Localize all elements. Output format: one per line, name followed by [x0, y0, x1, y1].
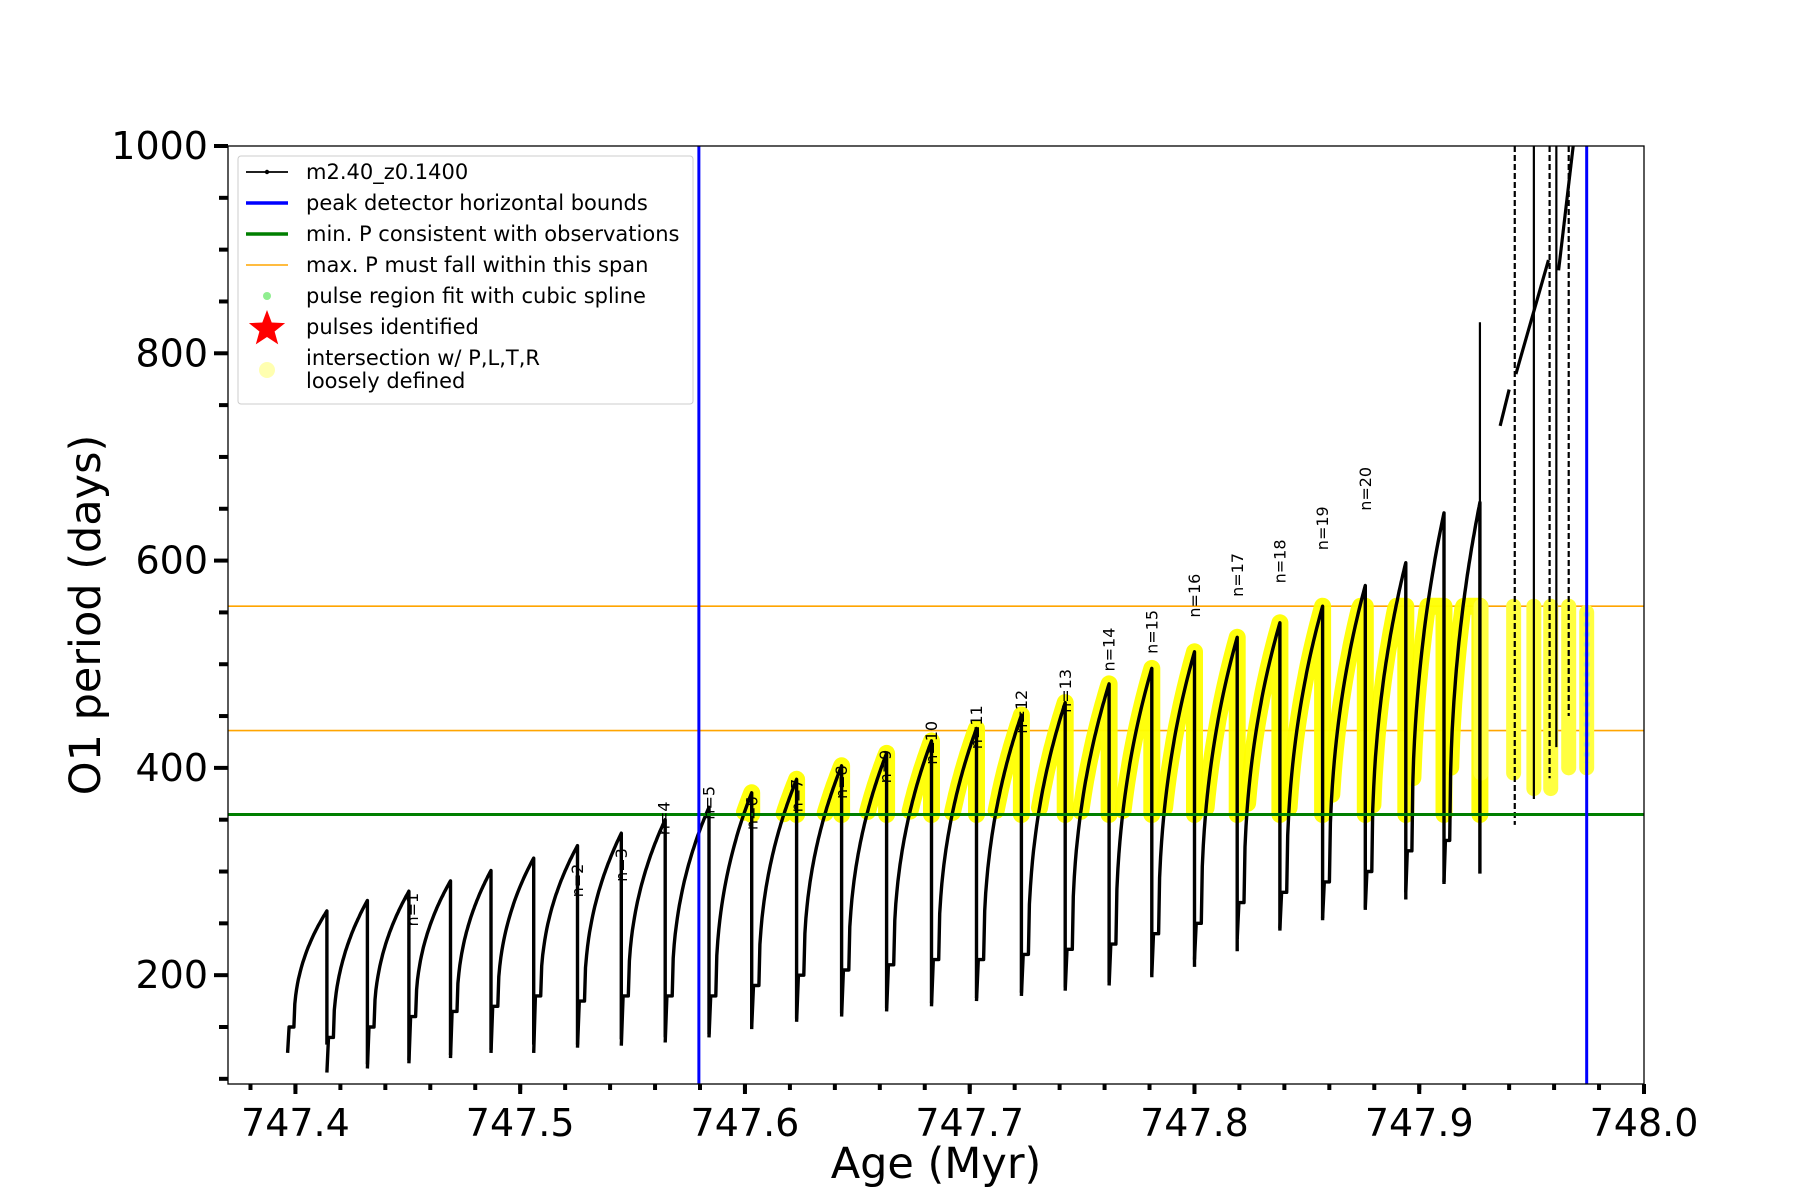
model-cycle-25 — [1363, 561, 1408, 908]
late-segment-0 — [1498, 389, 1511, 427]
model-cycle-5 — [489, 856, 536, 1053]
model-cycle-0 — [285, 909, 329, 1053]
model-cycle-12 — [794, 764, 844, 1022]
model-cycle-2 — [365, 889, 411, 1069]
model-cycle-4 — [448, 868, 493, 1059]
model-cycle-8 — [619, 818, 667, 1046]
model-cycle-1 — [325, 898, 370, 1073]
cycle-label-8: n=8 — [832, 765, 851, 799]
cycle-label-2: n=2 — [568, 864, 587, 898]
model-cycle-7 — [575, 831, 623, 1048]
model-cycle-19 — [1107, 666, 1154, 986]
cycle-label-17: n=17 — [1228, 553, 1247, 597]
model-cycle-3 — [407, 879, 453, 1064]
cycle-label-3: n=3 — [612, 848, 631, 882]
legend-swatch-model-marker — [264, 169, 270, 175]
cycle-label-1: n=1 — [403, 893, 422, 927]
cycle-label-12: n=12 — [1012, 690, 1031, 734]
model-cycle-26 — [1404, 511, 1446, 893]
model-cycle-14 — [884, 739, 934, 1012]
legend-swatch-4 — [263, 292, 271, 300]
x-tick-label-1: 747.5 — [466, 1101, 575, 1145]
x-tick-label-2: 747.6 — [691, 1101, 800, 1145]
cycle-label-15: n=15 — [1142, 610, 1161, 654]
model-cycle-9 — [663, 805, 711, 1043]
legend-label-5: pulses identified — [306, 315, 479, 339]
y-tick-label-2: 600 — [135, 539, 208, 583]
cycle-label-10: n=10 — [922, 721, 941, 765]
legend-label-1: peak detector horizontal bounds — [306, 191, 648, 215]
y-axis-label: O1 period (days) — [61, 435, 111, 796]
cycle-label-6: n=6 — [742, 796, 761, 830]
model-cycle-20 — [1150, 650, 1197, 976]
cycle-label-5: n=5 — [700, 786, 719, 820]
cycle-label-13: n=13 — [1056, 669, 1075, 713]
cycle-label-7: n=7 — [787, 779, 806, 813]
model-cycle-21 — [1192, 635, 1239, 960]
model-cycle-22 — [1235, 621, 1282, 939]
legend-label-4: pulse region fit with cubic spline — [306, 284, 646, 308]
legend-swatch-star — [248, 310, 286, 345]
model-cycle-27 — [1442, 500, 1482, 882]
legend-label-2: min. P consistent with observations — [306, 222, 679, 246]
x-tick-label-5: 747.9 — [1365, 1101, 1474, 1145]
y-tick-label-4: 1000 — [111, 124, 208, 168]
legend-box — [237, 155, 694, 405]
cycle-label-9: n=9 — [876, 750, 895, 784]
plot-frame — [227, 145, 1645, 1085]
y-tick-label-3: 800 — [135, 331, 208, 375]
x-tick-label-3: 747.7 — [915, 1101, 1024, 1145]
x-tick-label-6: 748.0 — [1590, 1101, 1699, 1145]
axis-ticks: 747.4 747.5 747.6 747.7 747.8 747.9 748.0 200 40… — [111, 124, 1698, 1145]
model-cycle-15 — [929, 726, 979, 1007]
x-axis-label: Age (Myr) — [831, 1139, 1042, 1189]
cycle-label-14: n=14 — [1100, 628, 1119, 672]
x-tick-label-4: 747.8 — [1140, 1101, 1249, 1145]
model-cycle-18 — [1063, 682, 1111, 991]
model-cycle-6 — [532, 843, 580, 1053]
model-cycle-23 — [1278, 604, 1325, 929]
model-cycle-24 — [1320, 583, 1367, 919]
legend-label-6: intersection w/ P,L,T,R — [306, 346, 540, 370]
model-cycle-17 — [1019, 700, 1067, 996]
model-cycle-10 — [707, 791, 754, 1038]
cycle-label-11: n=11 — [967, 705, 986, 749]
late-segment-2 — [1557, 146, 1575, 271]
cycle-label-19: n=19 — [1313, 506, 1332, 550]
cycle-label-16: n=16 — [1185, 574, 1204, 618]
cycle-label-4: n=4 — [655, 801, 674, 835]
cycle-label-18: n=18 — [1271, 539, 1290, 583]
x-tick-label-0: 747.4 — [241, 1101, 350, 1145]
model-cycle-16 — [974, 713, 1024, 1002]
legend-label-0: m2.40_z0.1400 — [306, 160, 468, 185]
cycle-annotations: n=1 n=2 n=3 n=4 n=5 n=6 n=7 n=8 n=9 n=10 n=11 n=12 n… — [403, 467, 1375, 927]
y-tick-label-0: 200 — [135, 953, 208, 997]
cycle-label-20: n=20 — [1356, 467, 1375, 511]
y-tick-label-1: 400 — [135, 746, 208, 790]
legend-label-6-line2: loosely defined — [306, 369, 465, 393]
late-segment-1 — [1514, 259, 1551, 375]
model-cycle-11 — [750, 777, 799, 1028]
plot-area — [228, 146, 1644, 1084]
legend-swatch-6 — [259, 362, 275, 378]
legend-label-3: max. P must fall within this span — [306, 253, 648, 277]
